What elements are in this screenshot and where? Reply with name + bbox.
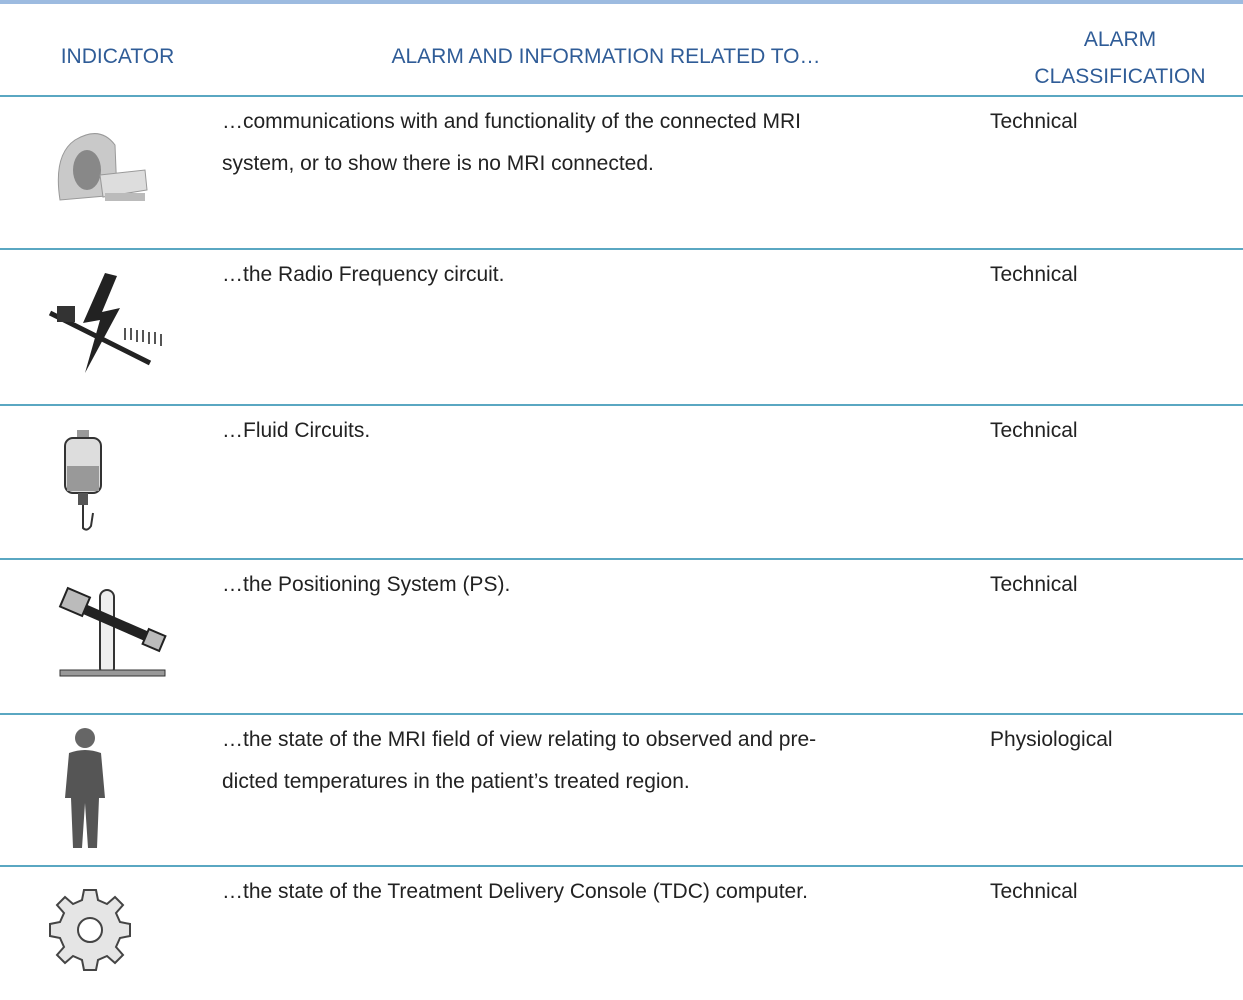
header-indicator: INDICATOR: [60, 45, 175, 68]
description-line: …the state of the Treatment Delivery Con…: [222, 880, 808, 903]
row-separator: [0, 404, 1243, 406]
table-row: …Fluid Circuits. Technical: [0, 406, 1243, 558]
description: …Fluid Circuits.: [222, 410, 370, 452]
row-separator: [0, 865, 1243, 867]
classification: Technical: [990, 419, 1078, 442]
description: …the state of the MRI field of view rela…: [222, 719, 816, 803]
description-line: …Fluid Circuits.: [222, 419, 371, 442]
header-related: ALARM AND INFORMATION RELATED TO…: [391, 45, 821, 68]
indicator-icon: [45, 885, 135, 980]
classification: Physiological: [990, 728, 1113, 751]
row-separator: [0, 713, 1243, 715]
description-line: …communications with and functionality o…: [222, 110, 801, 133]
classification: Technical: [990, 110, 1078, 133]
description-line: …the Positioning System (PS).: [222, 573, 511, 596]
indicator-icon: [45, 115, 155, 220]
classification: Technical: [990, 573, 1078, 596]
table-row: …the Radio Frequency circuit. Technical: [0, 250, 1243, 404]
row-separator: [0, 248, 1243, 250]
header-classification: ALARM CLASSIFICATION: [1020, 21, 1220, 95]
description: …the Positioning System (PS).: [222, 564, 510, 606]
row-separator: [0, 558, 1243, 560]
description-line: system, or to show there is no MRI conne…: [222, 152, 654, 175]
row-separator: [0, 95, 1243, 97]
top-border: [0, 0, 1243, 4]
indicator-icon: [45, 428, 125, 543]
table-row: …the Positioning System (PS). Technical: [0, 560, 1243, 713]
description-line: dicted temperatures in the patient’s tre…: [222, 770, 690, 793]
header-line: CLASSIFICATION: [1034, 65, 1206, 88]
description: …communications with and functionality o…: [222, 101, 801, 185]
classification: Technical: [990, 880, 1078, 903]
table-row: …communications with and functionality o…: [0, 97, 1243, 248]
description: …the state of the Treatment Delivery Con…: [222, 871, 808, 913]
indicator-icon: [45, 580, 185, 695]
description: …the Radio Frequency circuit.: [222, 254, 504, 296]
description-line: …the Radio Frequency circuit.: [222, 263, 505, 286]
table-row: …the state of the MRI field of view rela…: [0, 715, 1243, 865]
classification: Technical: [990, 263, 1078, 286]
indicator-icon: [45, 268, 175, 383]
table-row: …the state of the Treatment Delivery Con…: [0, 867, 1243, 1000]
description-line: …the state of the MRI field of view rela…: [222, 728, 817, 751]
indicator-icon: [45, 723, 125, 858]
header-line: ALARM: [1083, 28, 1157, 51]
